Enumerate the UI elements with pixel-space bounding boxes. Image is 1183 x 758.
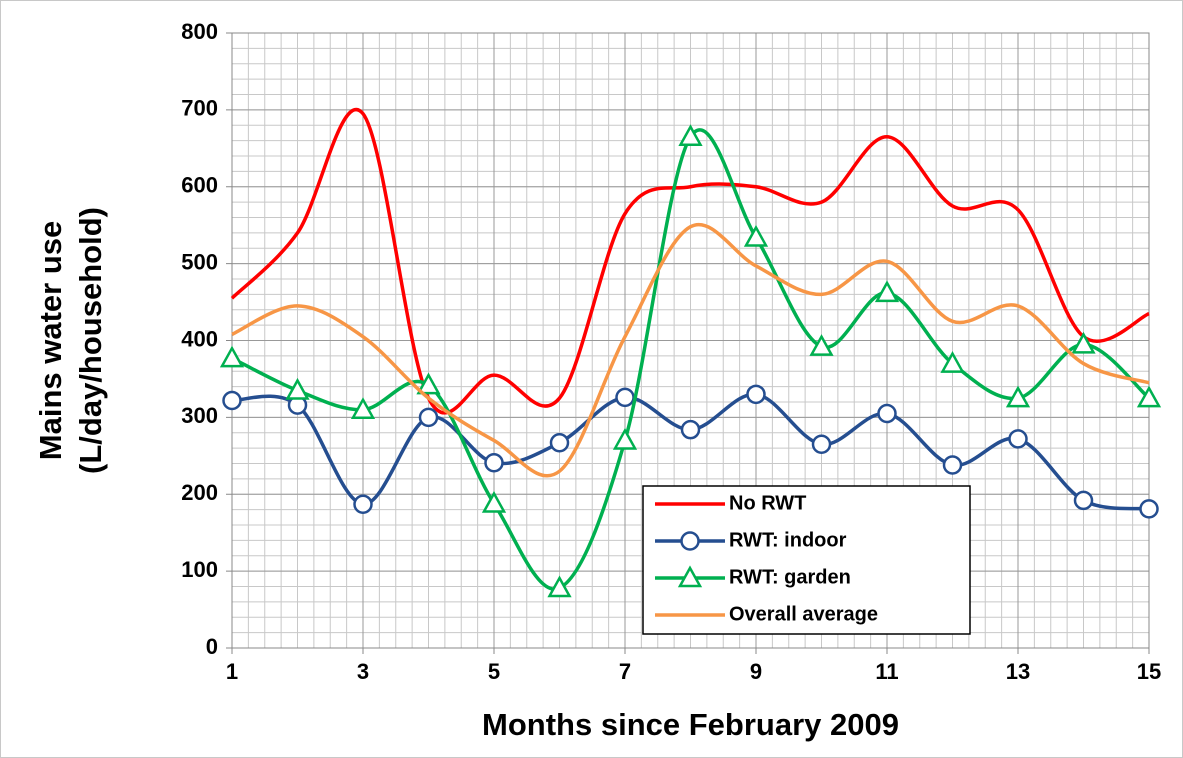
legend-box — [642, 485, 971, 635]
x-axis-title: Months since February 2009 — [482, 707, 899, 742]
marker — [1005, 385, 1031, 408]
x-tick-label: 7 — [619, 659, 631, 684]
marker — [743, 224, 769, 247]
marker — [1008, 429, 1028, 449]
x-tick-label: 3 — [357, 659, 369, 684]
marker — [874, 280, 900, 303]
marker — [416, 372, 441, 395]
x-tick-label: 1 — [226, 659, 238, 684]
x-tick-label: 9 — [750, 659, 762, 684]
y-tick-label: 200 — [181, 480, 218, 505]
legend-label: Overall average — [729, 603, 878, 625]
marker — [484, 452, 504, 473]
marker — [1136, 385, 1162, 408]
line — [231, 222, 1150, 478]
marker — [285, 377, 310, 400]
x-tick-label: 5 — [488, 659, 500, 684]
plot-border — [231, 32, 1150, 649]
marker — [1071, 331, 1096, 354]
marker — [481, 490, 507, 513]
marker — [1139, 499, 1159, 519]
y-tick-label: 100 — [181, 557, 218, 582]
line — [230, 108, 1150, 415]
y-tick-label: 600 — [181, 173, 218, 198]
marker — [615, 387, 635, 408]
y-axis-title: Mains water use — [33, 221, 68, 460]
y-tick-label: 500 — [181, 249, 218, 274]
marker — [612, 427, 638, 450]
marker — [222, 390, 242, 411]
marker — [746, 384, 766, 405]
y-tick-label: 300 — [181, 403, 218, 428]
marker — [942, 455, 963, 475]
marker — [549, 432, 570, 453]
marker — [418, 407, 439, 428]
marker — [680, 531, 700, 551]
marker — [1073, 490, 1094, 511]
y-tick-label: 0 — [206, 634, 218, 659]
marker — [809, 334, 834, 356]
legend-label: RWT: garden — [729, 566, 851, 588]
legend-label: No RWT — [729, 492, 806, 514]
marker — [680, 419, 701, 440]
line — [231, 128, 1151, 591]
marker — [811, 434, 832, 455]
x-tick-label: 15 — [1137, 659, 1161, 684]
marker — [940, 350, 965, 373]
y-tick-label: 400 — [181, 326, 218, 351]
marker — [353, 494, 373, 514]
y-tick-label: 800 — [181, 19, 218, 44]
x-tick-label: 11 — [875, 659, 898, 684]
marker — [219, 345, 245, 368]
y-tick-label: 700 — [181, 96, 218, 121]
x-tick-label: 13 — [1006, 659, 1030, 684]
marker — [877, 403, 897, 424]
y-axis-title: (L/day/household) — [73, 207, 108, 474]
marker — [677, 565, 703, 588]
marker — [350, 397, 376, 419]
marker — [678, 124, 703, 147]
legend-label: RWT: indoor — [729, 529, 847, 551]
marker — [547, 575, 572, 598]
